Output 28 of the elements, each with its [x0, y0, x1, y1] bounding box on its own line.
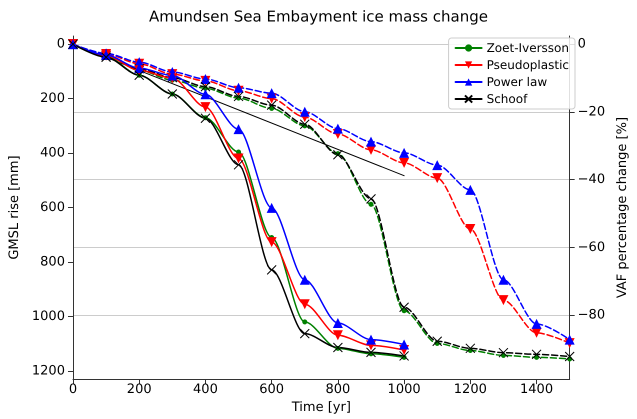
legend-label: Pseudoplastic: [486, 58, 570, 72]
y-tick-label: 800: [40, 254, 65, 270]
x-tick-label: 400: [193, 382, 218, 398]
x-tick-label: 200: [126, 382, 152, 398]
y-tick-label: 200: [40, 91, 65, 106]
x-tick-label: 800: [325, 382, 350, 398]
y2-tick-label: −60: [578, 240, 606, 255]
y2-axis-title: VAF percentage change [%]: [615, 116, 630, 298]
chart-title: Amundsen Sea Embayment ice mass change: [149, 8, 488, 26]
y-tick-label: 1000: [32, 308, 65, 324]
y-axis-title: GMSL rise [mm]: [7, 155, 22, 260]
x-tick-label: 0: [68, 382, 78, 398]
x-axis-title: Time [yr]: [290, 400, 351, 415]
y2-tick-label: −40: [578, 172, 606, 188]
legend-label: Power law: [486, 75, 548, 89]
x-tick-label: 600: [259, 382, 284, 398]
y2-tick-label: 0: [578, 36, 586, 52]
y2-tick-label: −20: [578, 104, 606, 120]
x-tick-label: 1400: [520, 382, 554, 398]
x-tick-label: 1000: [388, 382, 421, 398]
y-tick-label: 600: [40, 200, 65, 216]
x-tick-label: 1200: [454, 382, 487, 398]
y-tick-label: 400: [40, 146, 65, 161]
y-tick-label: 0: [56, 36, 65, 52]
legend-label: Schoof: [486, 92, 528, 106]
y2-tick-label: −80: [578, 308, 606, 323]
y-tick-label: 1200: [32, 363, 65, 378]
legend-label: Zoet-Iversson: [486, 41, 569, 55]
